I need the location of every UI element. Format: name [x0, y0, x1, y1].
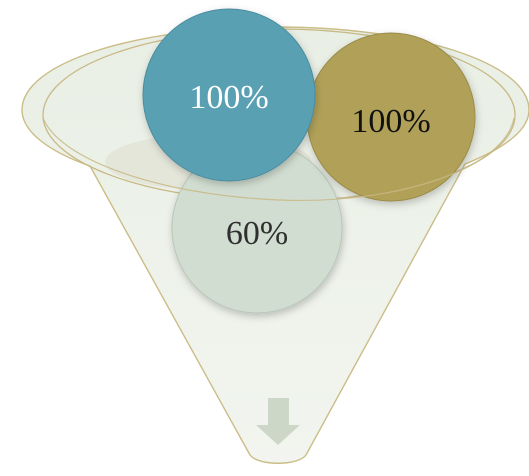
circle-100-percent-blue: 100%: [142, 8, 316, 182]
circle-100-blue-label: 100%: [189, 79, 268, 116]
funnel-rim-front: [42, 117, 515, 202]
circle-100-percent-gold: 100%: [306, 32, 476, 202]
circle-60-percent: 60%: [171, 142, 343, 314]
circle-100-gold-label: 100%: [351, 103, 430, 140]
arrow-down-icon: [256, 398, 300, 445]
circle-60-label: 60%: [226, 215, 288, 252]
